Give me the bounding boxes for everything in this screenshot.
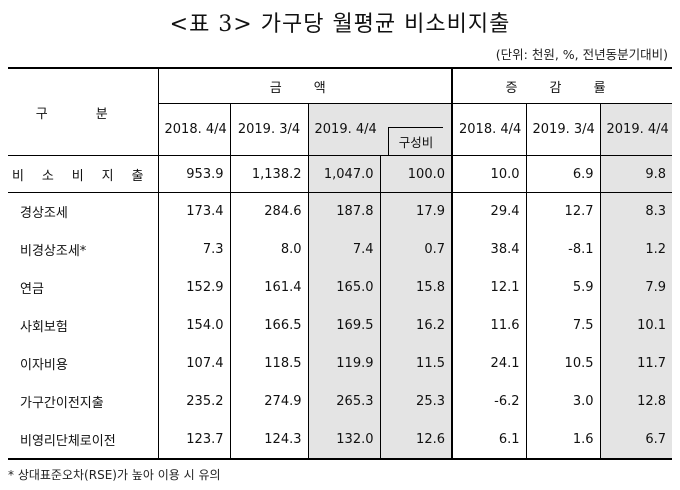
cell-value: 1.6 [525, 420, 600, 461]
cell-value: 38.4 [451, 230, 526, 269]
table-row: 가구간이전지출 235.2 274.9 265.3 25.3 -6.2 3.0 … [8, 382, 673, 421]
cell-value: 29.4 [451, 192, 526, 231]
cell-value: 100.0 [379, 155, 452, 194]
cell-value: 124.3 [229, 420, 308, 461]
cell-value: 235.2 [157, 382, 230, 421]
cell-value: 10.5 [525, 344, 600, 383]
amount-group-header: 금 액 [157, 67, 452, 105]
cell-value: -8.1 [525, 230, 600, 269]
cell-value: 123.7 [157, 420, 230, 461]
table-row-total: 비 소 비 지 출 953.9 1,138.2 1,047.0 100.0 10… [8, 155, 673, 194]
cell-value: 12.8 [599, 382, 673, 421]
row-label: 가구간이전지출 [20, 396, 104, 412]
cell-value: 0.7 [379, 230, 452, 269]
amount-col-header: 2019. 3/4 [229, 103, 308, 157]
table-title: <표 3> 가구당 월평균 비소비지출 [169, 12, 511, 37]
cell-value: 154.0 [157, 306, 230, 345]
amount-col-header: 2018. 4/4 [157, 103, 230, 157]
cell-value: 166.5 [229, 306, 308, 345]
cell-value: 10.0 [451, 155, 526, 194]
cell-value: 6.1 [451, 420, 526, 461]
cell-value: 12.7 [525, 192, 600, 231]
rate-col-header: 2019. 3/4 [525, 103, 600, 157]
rate-group-header: 증 감 률 [450, 67, 673, 105]
category-header: 구 분 [8, 67, 158, 157]
cell-value: 12.1 [451, 268, 526, 307]
cell-value: 152.9 [157, 268, 230, 307]
cell-value: 274.9 [229, 382, 308, 421]
cell-value: 1.2 [599, 230, 673, 269]
cell-value: 7.4 [307, 230, 380, 269]
cell-value: 7.9 [599, 268, 673, 307]
cell-value: 11.6 [451, 306, 526, 345]
cell-value: 165.0 [307, 268, 380, 307]
row-label: 비영리단체로이전 [8, 420, 158, 461]
cell-value: 10.1 [599, 306, 673, 345]
cell-value: 25.3 [379, 382, 452, 421]
cell-value: 173.4 [157, 192, 230, 231]
cell-value: 187.8 [307, 192, 380, 231]
table-row: 연금 152.9 161.4 165.0 15.8 12.1 5.9 7.9 [8, 268, 673, 307]
cell-value: 15.8 [379, 268, 452, 307]
composition-header: 구성비 [387, 127, 444, 155]
footnote: * 상대표준오차(RSE)가 높아 이용 시 유의 [8, 468, 221, 482]
row-label: 비경상조세* [20, 244, 87, 260]
cell-value: 118.5 [229, 344, 308, 383]
cell-value: 17.9 [379, 192, 452, 231]
cell-value: 24.1 [451, 344, 526, 383]
amount-col-header: 2019. 4/4 [307, 103, 380, 157]
expenditure-table: 구 분 금 액 증 감 률 2018. 4/4 2019. 3/4 2019. … [8, 67, 673, 461]
cell-value: 1,138.2 [229, 155, 308, 194]
cell-value: 11.7 [599, 344, 673, 383]
cell-value: 5.9 [525, 268, 600, 307]
cell-value: 3.0 [525, 382, 600, 421]
cell-value: 953.9 [157, 155, 230, 194]
row-label: 경상조세 [20, 206, 68, 222]
cell-value: 1,047.0 [307, 155, 380, 194]
cell-value: 169.5 [307, 306, 380, 345]
cell-value: 132.0 [307, 420, 380, 461]
cell-value: 284.6 [229, 192, 308, 231]
row-label: 연금 [20, 282, 44, 298]
row-label: 사회보험 [20, 320, 68, 336]
cell-value: 8.0 [229, 230, 308, 269]
cell-value: 11.5 [379, 344, 452, 383]
table-row: 사회보험 154.0 166.5 169.5 16.2 11.6 7.5 10.… [8, 306, 673, 345]
table-row: 비영리단체로이전 123.7 124.3 132.0 12.6 6.1 1.6 … [8, 420, 673, 461]
cell-value: 6.7 [599, 420, 673, 461]
cell-value: 7.3 [157, 230, 230, 269]
cell-value: -6.2 [451, 382, 526, 421]
cell-value: 16.2 [379, 306, 452, 345]
cell-value: 119.9 [307, 344, 380, 383]
row-label: 비 소 비 지 출 [8, 155, 158, 194]
table-row: 비경상조세* 7.3 8.0 7.4 0.7 38.4 -8.1 1.2 [8, 230, 673, 269]
unit-note: (단위: 천원, %, 전년동분기대비) [495, 47, 668, 62]
cell-value: 107.4 [157, 344, 230, 383]
cell-value: 9.8 [599, 155, 673, 194]
rate-col-header: 2018. 4/4 [451, 103, 526, 157]
cell-value: 265.3 [307, 382, 380, 421]
table-row: 이자비용 107.4 118.5 119.9 11.5 24.1 10.5 11… [8, 344, 673, 383]
cell-value: 8.3 [599, 192, 673, 231]
header-row-2: 2018. 4/4 2019. 3/4 2019. 4/4 구성비 2018. … [8, 103, 673, 157]
cell-value: 7.5 [525, 306, 600, 345]
composition-cell: 구성비 [380, 103, 452, 157]
cell-value: 6.9 [525, 155, 600, 194]
cell-value: 161.4 [229, 268, 308, 307]
table-row: 경상조세 173.4 284.6 187.8 17.9 29.4 12.7 8.… [8, 192, 673, 231]
header-row-1: 구 분 금 액 증 감 률 [8, 67, 673, 157]
rate-col-header: 2019. 4/4 [599, 103, 673, 157]
cell-value: 12.6 [379, 420, 452, 461]
row-label: 이자비용 [20, 358, 68, 374]
